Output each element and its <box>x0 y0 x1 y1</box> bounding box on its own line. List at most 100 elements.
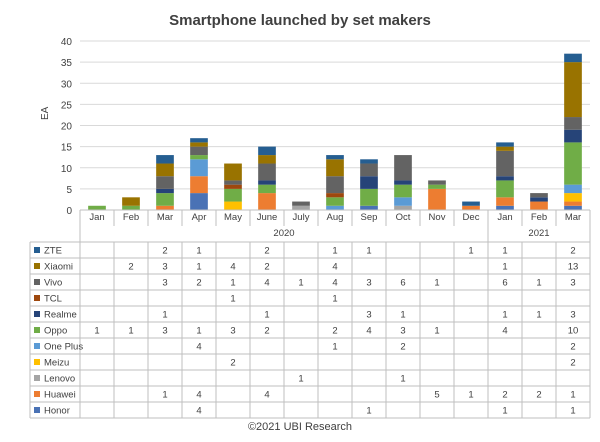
bar-segment-oppo <box>224 188 242 202</box>
bar-segment-one-plus <box>326 205 344 210</box>
bar-segment-huawei <box>564 201 582 206</box>
table-cell-value: 2 <box>570 246 575 257</box>
table-cell-value: 1 <box>536 278 541 289</box>
bar-segment-huawei <box>156 205 174 210</box>
table-cell-value: 1 <box>230 294 235 305</box>
table-cell-value: 2 <box>128 262 133 273</box>
y-tick-label: 10 <box>61 164 73 175</box>
table-cell-value: 2 <box>332 326 337 337</box>
x-tick-label: Jan <box>89 212 104 223</box>
table-cell-value: 1 <box>264 310 269 321</box>
bar-segment-huawei <box>190 176 208 194</box>
bar-segment-zte <box>326 155 344 160</box>
table-cell-value: 1 <box>502 310 507 321</box>
bar-segment-xiaomi <box>496 146 514 151</box>
table-cell-value: 4 <box>502 326 507 337</box>
bar-segment-vivo <box>224 180 242 185</box>
bar-segment-zte <box>190 138 208 143</box>
bar-segment-honor <box>496 205 514 210</box>
y-tick-label: 5 <box>66 185 72 196</box>
legend-swatch-oppo <box>34 327 40 333</box>
bar-segment-oppo <box>258 184 276 194</box>
bar-segment-vivo <box>394 155 412 181</box>
table-cell-value: 1 <box>434 326 439 337</box>
x-tick-label: Sep <box>361 212 378 223</box>
year-group-label: 2021 <box>528 228 549 239</box>
legend-label-zte: ZTE <box>44 246 62 257</box>
bar-segment-realme <box>394 180 412 185</box>
bar-segment-one-plus <box>564 184 582 194</box>
bar-segment-tcl <box>326 193 344 198</box>
x-tick-label: June <box>257 212 278 223</box>
table-cell-value: 4 <box>264 390 269 401</box>
table-cell-value: 1 <box>502 246 507 257</box>
legend-label-oppo: Oppo <box>44 326 67 337</box>
y-tick-label: 15 <box>61 143 73 154</box>
legend-swatch-xiaomi <box>34 263 40 269</box>
bar-segment-vivo <box>292 201 310 206</box>
bar-segment-one-plus <box>190 159 208 177</box>
table-cell-value: 1 <box>162 390 167 401</box>
bar-segment-zte <box>258 146 276 156</box>
bar-segment-meizu <box>564 193 582 202</box>
table-cell-value: 3 <box>366 278 371 289</box>
bar-segment-tcl <box>224 184 242 189</box>
table-cell-value: 1 <box>332 342 337 353</box>
bar-segment-vivo <box>530 193 548 198</box>
table-cell-value: 1 <box>434 278 439 289</box>
table-cell-value: 2 <box>230 358 235 369</box>
bar-segment-oppo <box>428 184 446 189</box>
table-cell-value: 3 <box>570 310 575 321</box>
bar-segment-vivo <box>258 163 276 181</box>
table-cell-value: 1 <box>196 246 201 257</box>
legend-label-realme: Realme <box>44 310 77 321</box>
y-tick-label: 30 <box>61 79 73 90</box>
bar-segment-lenovo <box>394 205 412 210</box>
table-cell-value: 2 <box>162 246 167 257</box>
bar-segment-honor <box>190 193 208 210</box>
table-cell-value: 5 <box>434 390 439 401</box>
table-cell-value: 1 <box>502 406 507 417</box>
bar-segment-one-plus <box>394 197 412 206</box>
x-tick-label: Feb <box>531 212 547 223</box>
bar-segment-zte <box>462 201 480 206</box>
y-tick-label: 20 <box>61 122 73 133</box>
table-cell-value: 1 <box>570 390 575 401</box>
table-cell-value: 10 <box>568 326 579 337</box>
table-cell-value: 4 <box>264 278 269 289</box>
table-cell-value: 1 <box>196 262 201 273</box>
bar-segment-oppo <box>88 205 106 210</box>
x-tick-label: Feb <box>123 212 139 223</box>
x-tick-label: Dec <box>463 212 480 223</box>
bar-segment-huawei <box>428 188 446 210</box>
legend-label-xiaomi: Xiaomi <box>44 262 73 273</box>
table-cell-value: 3 <box>400 326 405 337</box>
year-group-label: 2020 <box>273 228 294 239</box>
bar-segment-zte <box>496 142 514 147</box>
legend-swatch-one-plus <box>34 343 40 349</box>
table-cell-value: 4 <box>332 278 337 289</box>
bar-segment-xiaomi <box>156 163 174 177</box>
source-credit: ©2021 UBI Research <box>247 421 353 433</box>
table-cell-value: 1 <box>298 374 303 385</box>
bar-segment-vivo <box>326 176 344 194</box>
chart-title: Smartphone launched by set makers <box>169 12 431 29</box>
y-tick-label: 35 <box>61 58 73 69</box>
bar-segment-vivo <box>190 146 208 156</box>
bar-segment-vivo <box>564 117 582 130</box>
bar-segment-vivo <box>428 180 446 185</box>
bar-segment-oppo <box>156 193 174 206</box>
table-cell-value: 4 <box>366 326 371 337</box>
bar-segment-huawei <box>258 193 276 210</box>
x-tick-label: Mar <box>565 212 581 223</box>
x-tick-label: Oct <box>396 212 411 223</box>
table-cell-value: 1 <box>400 310 405 321</box>
table-cell-value: 2 <box>264 262 269 273</box>
legend-swatch-meizu <box>34 359 40 365</box>
bar-segment-xiaomi <box>564 62 582 118</box>
x-tick-label: Nov <box>429 212 446 223</box>
bar-segment-zte <box>156 155 174 164</box>
bar-segment-honor <box>360 205 378 210</box>
